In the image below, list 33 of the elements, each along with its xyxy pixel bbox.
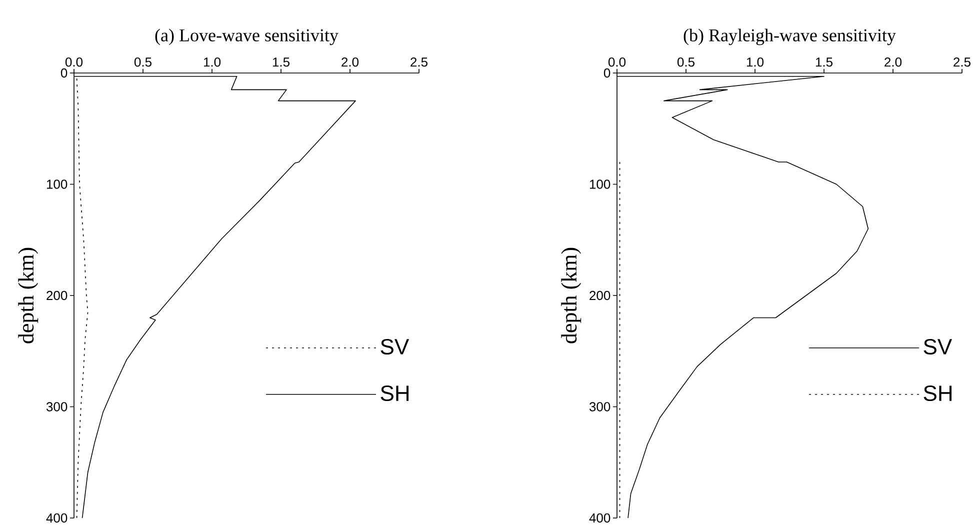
x-tick-label: 2.5: [410, 57, 428, 67]
y-tick-label: 300: [589, 402, 610, 412]
y-axis-title: depth (km): [18, 248, 38, 344]
x-tick-label: 1.0: [204, 57, 221, 67]
line-series: [616, 76, 869, 518]
y-tick-label: 0: [60, 68, 68, 78]
legend-label: SH: [924, 385, 952, 402]
x-tick-label: 2.0: [342, 57, 359, 67]
x-tick-label: 0.0: [608, 57, 626, 67]
y-tick-label: 100: [46, 180, 68, 189]
legend-label: SH: [380, 385, 409, 402]
x-tick-label: 2.0: [884, 57, 902, 67]
chart-title: (a) Love-wave sensitivity: [155, 28, 338, 46]
y-tick-label: 200: [590, 290, 610, 300]
y-tick-label: 300: [46, 402, 68, 412]
y-tick-label: 400: [46, 513, 68, 523]
line-series: [76, 78, 88, 518]
legend-label: SV: [380, 338, 410, 355]
line-series: [74, 76, 356, 518]
x-tick-label: 1.5: [816, 58, 832, 67]
chart-title: (b) Rayleigh-wave sensitivity: [684, 28, 896, 46]
x-tick-label: 0.0: [65, 57, 83, 67]
y-tick-label: 200: [46, 290, 68, 300]
x-tick-label: 0.5: [677, 57, 694, 67]
y-tick-label: 400: [589, 513, 610, 523]
x-tick-label: 2.5: [954, 57, 970, 67]
y-tick-label: 0: [604, 68, 610, 78]
y-axis-title: depth (km): [561, 248, 582, 344]
y-tick-label: 100: [590, 180, 610, 189]
x-tick-label: 0.5: [134, 57, 152, 67]
x-tick-label: 1.0: [746, 57, 764, 67]
legend-label: SV: [924, 338, 952, 355]
x-tick-label: 1.5: [272, 58, 290, 67]
